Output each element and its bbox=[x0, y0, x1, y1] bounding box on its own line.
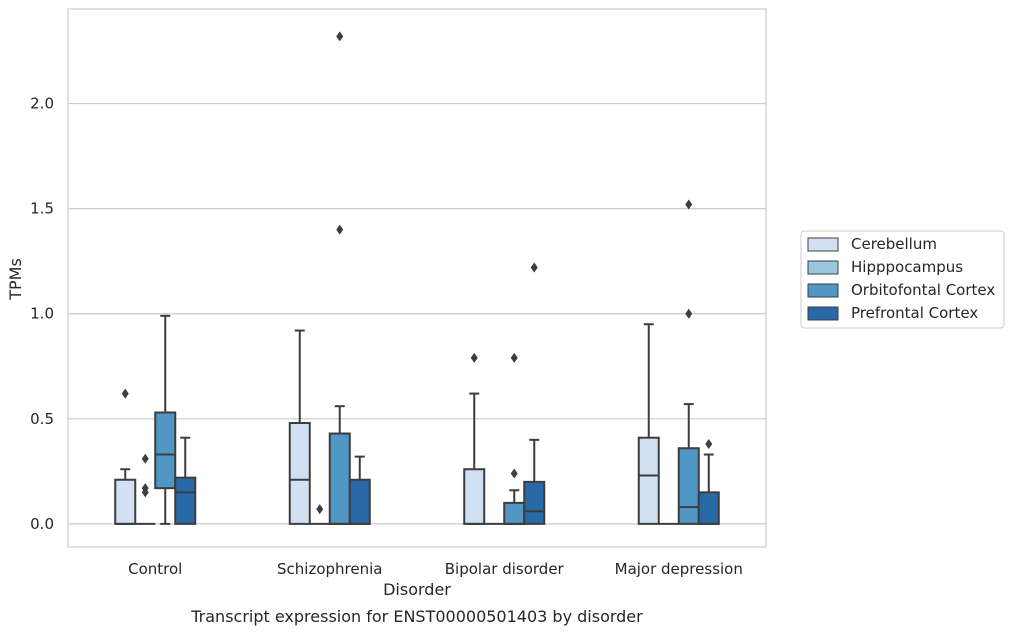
x-tick-label: Control bbox=[128, 560, 182, 578]
box bbox=[503, 352, 526, 525]
y-tick-label: 1.5 bbox=[30, 200, 54, 218]
box bbox=[114, 388, 137, 525]
box bbox=[154, 314, 177, 525]
box bbox=[309, 504, 330, 525]
x-axis-ticks: Control Schizophrenia Bipolar disorder Majo… bbox=[128, 560, 743, 578]
box-body bbox=[677, 447, 700, 525]
outlier-point bbox=[141, 483, 149, 494]
box bbox=[463, 352, 486, 525]
x-tick-label: Schizophrenia bbox=[277, 560, 382, 578]
chart-caption: Transcript expression for ENST0000050140… bbox=[190, 607, 643, 626]
outlier-point bbox=[685, 308, 693, 319]
box-body bbox=[114, 478, 137, 525]
outlier-point bbox=[336, 31, 344, 42]
legend-label: Cerebellum bbox=[851, 235, 937, 253]
outlier-point bbox=[316, 504, 324, 515]
box-body bbox=[174, 476, 197, 525]
box bbox=[328, 31, 351, 525]
box-body bbox=[523, 480, 546, 525]
box-body bbox=[637, 436, 660, 525]
box bbox=[637, 323, 660, 525]
legend-swatch bbox=[807, 237, 839, 252]
outlier-point bbox=[530, 262, 538, 273]
box-body bbox=[463, 468, 486, 525]
y-tick-label: 0.0 bbox=[30, 515, 54, 533]
y-tick-label: 1.0 bbox=[30, 305, 54, 323]
box-body bbox=[288, 422, 311, 525]
box bbox=[523, 262, 546, 525]
outlier-point bbox=[510, 468, 518, 479]
box-body bbox=[348, 478, 371, 525]
outlier-point bbox=[510, 352, 518, 363]
box bbox=[697, 439, 720, 525]
outlier-point bbox=[470, 352, 478, 363]
x-tick-label: Major depression bbox=[615, 560, 743, 578]
legend-label: Orbitofontal Cortex bbox=[851, 281, 995, 299]
box bbox=[348, 455, 371, 525]
legend-label: Prefrontal Cortex bbox=[851, 304, 978, 322]
box bbox=[135, 453, 156, 525]
legend-swatch bbox=[807, 260, 839, 275]
legend-swatch bbox=[807, 283, 839, 298]
box bbox=[288, 329, 311, 525]
y-axis-title: TPMs bbox=[6, 258, 25, 301]
box-body bbox=[697, 491, 720, 525]
outlier-point bbox=[705, 439, 713, 450]
outlier-point bbox=[121, 388, 129, 399]
box-body bbox=[328, 432, 351, 525]
plot-frame bbox=[67, 8, 767, 548]
legend-frame bbox=[800, 230, 1005, 329]
outlier-point bbox=[141, 453, 149, 464]
box bbox=[174, 436, 197, 525]
y-tick-label: 2.0 bbox=[30, 95, 54, 113]
box bbox=[677, 199, 700, 525]
legend-label: Hipppocampus bbox=[851, 258, 963, 276]
y-axis-ticks: 0.0 0.5 1.0 1.5 2.0 bbox=[30, 95, 54, 533]
y-tick-label: 0.5 bbox=[30, 410, 54, 428]
outlier-point bbox=[336, 224, 344, 235]
legend: Cerebellum Hipppocampus Orbitofontal Corte… bbox=[800, 230, 1005, 329]
x-tick-label: Bipolar disorder bbox=[445, 560, 565, 578]
box-series bbox=[114, 31, 720, 525]
box-body bbox=[154, 411, 177, 490]
legend-swatch bbox=[807, 306, 839, 321]
x-axis-title: Disorder bbox=[383, 580, 451, 599]
outlier-point bbox=[685, 199, 693, 210]
box-body bbox=[503, 501, 526, 525]
